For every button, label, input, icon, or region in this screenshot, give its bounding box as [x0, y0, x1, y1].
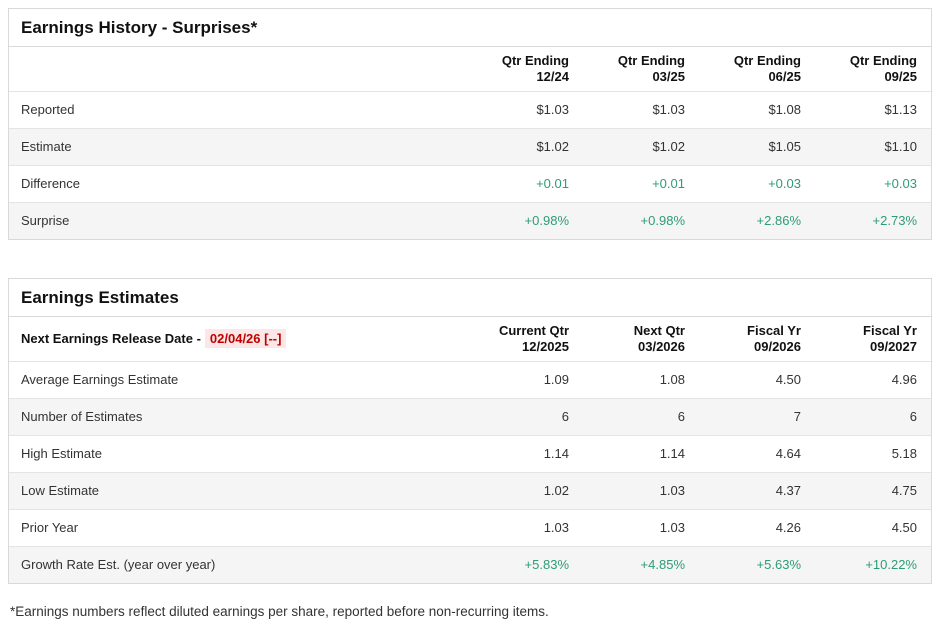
cell-value: 1.02: [467, 472, 583, 510]
cell-value: 1.09: [467, 361, 583, 399]
estimates-col-header-4: Fiscal Yr 09/2027: [815, 317, 931, 362]
cell-value: 6: [583, 398, 699, 436]
cell-value: 4.50: [815, 509, 931, 547]
cell-value: 1.14: [467, 435, 583, 473]
col-header-line2: 09/2026: [754, 339, 801, 354]
row-label: Low Estimate: [9, 472, 467, 510]
cell-value: 4.37: [699, 472, 815, 510]
table-row-number-of-estimates: Number of Estimates 6 6 7 6: [9, 398, 931, 436]
cell-value: +0.01: [583, 165, 699, 203]
cell-value: 5.18: [815, 435, 931, 473]
cell-value: +4.85%: [583, 546, 699, 583]
table-row-low-estimate: Low Estimate 1.02 1.03 4.37 4.75: [9, 472, 931, 510]
table-row-surprise: Surprise +0.98% +0.98% +2.86% +2.73%: [9, 202, 931, 239]
row-label: Estimate: [9, 128, 467, 166]
history-col-header-4: Qtr Ending 09/25: [815, 47, 931, 92]
earnings-estimates-card: Earnings Estimates Next Earnings Release…: [8, 278, 932, 584]
col-header-line1: Next Qtr: [633, 323, 685, 338]
earnings-history-card: Earnings History - Surprises* Qtr Ending…: [8, 8, 932, 240]
history-col-header-2: Qtr Ending 03/25: [583, 47, 699, 92]
col-header-line2: 06/25: [768, 69, 801, 84]
cell-value: $1.03: [467, 91, 583, 129]
estimates-col-header-1: Current Qtr 12/2025: [467, 317, 583, 362]
row-label: High Estimate: [9, 435, 467, 473]
row-label: Surprise: [9, 202, 467, 239]
cell-value: $1.03: [583, 91, 699, 129]
row-label: Reported: [9, 91, 467, 129]
cell-value: 4.96: [815, 361, 931, 399]
next-earnings-release: Next Earnings Release Date -02/04/26 [--…: [9, 317, 467, 362]
cell-value: +2.73%: [815, 202, 931, 239]
col-header-line2: 03/2026: [638, 339, 685, 354]
estimates-header-row: Next Earnings Release Date -02/04/26 [--…: [9, 317, 931, 362]
table-row-difference: Difference +0.01 +0.01 +0.03 +0.03: [9, 165, 931, 203]
cell-value: $1.13: [815, 91, 931, 129]
col-header-line1: Qtr Ending: [733, 53, 801, 68]
estimates-col-header-2: Next Qtr 03/2026: [583, 317, 699, 362]
cell-value: $1.05: [699, 128, 815, 166]
cell-value: 4.64: [699, 435, 815, 473]
table-row-prior-year: Prior Year 1.03 1.03 4.26 4.50: [9, 509, 931, 547]
cell-value: +2.86%: [699, 202, 815, 239]
col-header-line1: Qtr Ending: [617, 53, 685, 68]
row-label: Growth Rate Est. (year over year): [9, 546, 467, 583]
cell-value: 1.14: [583, 435, 699, 473]
row-label: Average Earnings Estimate: [9, 361, 467, 399]
cell-value: 4.50: [699, 361, 815, 399]
col-header-line2: 12/2025: [522, 339, 569, 354]
earnings-footnote: *Earnings numbers reflect diluted earnin…: [10, 604, 549, 619]
cell-value: $1.02: [467, 128, 583, 166]
col-header-line1: Fiscal Yr: [863, 323, 917, 338]
cell-value: 6: [467, 398, 583, 436]
history-corner-cell: [9, 47, 467, 92]
cell-value: +5.83%: [467, 546, 583, 583]
cell-value: +5.63%: [699, 546, 815, 583]
estimates-col-header-3: Fiscal Yr 09/2026: [699, 317, 815, 362]
table-row-high-estimate: High Estimate 1.14 1.14 4.64 5.18: [9, 435, 931, 473]
table-row-average-estimate: Average Earnings Estimate 1.09 1.08 4.50…: [9, 361, 931, 399]
cell-value: 1.03: [583, 472, 699, 510]
cell-value: 1.08: [583, 361, 699, 399]
cell-value: +0.98%: [583, 202, 699, 239]
cell-value: 7: [699, 398, 815, 436]
release-date-value: 02/04/26 [--]: [204, 329, 287, 348]
cell-value: +10.22%: [815, 546, 931, 583]
history-header-row: Qtr Ending 12/24 Qtr Ending 03/25 Qtr En…: [9, 47, 931, 92]
earnings-estimates-table: Next Earnings Release Date -02/04/26 [--…: [9, 317, 931, 583]
table-row-reported: Reported $1.03 $1.03 $1.08 $1.13: [9, 91, 931, 129]
row-label: Prior Year: [9, 509, 467, 547]
row-label: Difference: [9, 165, 467, 203]
cell-value: +0.03: [699, 165, 815, 203]
cell-value: 4.26: [699, 509, 815, 547]
col-header-line1: Qtr Ending: [849, 53, 917, 68]
cell-value: 1.03: [583, 509, 699, 547]
cell-value: +0.03: [815, 165, 931, 203]
row-label: Number of Estimates: [9, 398, 467, 436]
cell-value: 1.03: [467, 509, 583, 547]
table-row-estimate: Estimate $1.02 $1.02 $1.05 $1.10: [9, 128, 931, 166]
cell-value: +0.98%: [467, 202, 583, 239]
cell-value: $1.10: [815, 128, 931, 166]
col-header-line2: 12/24: [536, 69, 569, 84]
col-header-line2: 03/25: [652, 69, 685, 84]
release-date-label: Next Earnings Release Date -: [21, 331, 201, 346]
cell-value: 6: [815, 398, 931, 436]
col-header-line2: 09/25: [884, 69, 917, 84]
cell-value: $1.02: [583, 128, 699, 166]
col-header-line1: Qtr Ending: [501, 53, 569, 68]
earnings-estimates-title: Earnings Estimates: [9, 279, 931, 317]
earnings-history-table: Qtr Ending 12/24 Qtr Ending 03/25 Qtr En…: [9, 47, 931, 239]
col-header-line1: Current Qtr: [498, 323, 569, 338]
cell-value: $1.08: [699, 91, 815, 129]
col-header-line1: Fiscal Yr: [747, 323, 801, 338]
table-row-growth-rate: Growth Rate Est. (year over year) +5.83%…: [9, 546, 931, 583]
earnings-history-title: Earnings History - Surprises*: [9, 9, 931, 47]
cell-value: +0.01: [467, 165, 583, 203]
history-col-header-1: Qtr Ending 12/24: [467, 47, 583, 92]
col-header-line2: 09/2027: [870, 339, 917, 354]
history-col-header-3: Qtr Ending 06/25: [699, 47, 815, 92]
cell-value: 4.75: [815, 472, 931, 510]
